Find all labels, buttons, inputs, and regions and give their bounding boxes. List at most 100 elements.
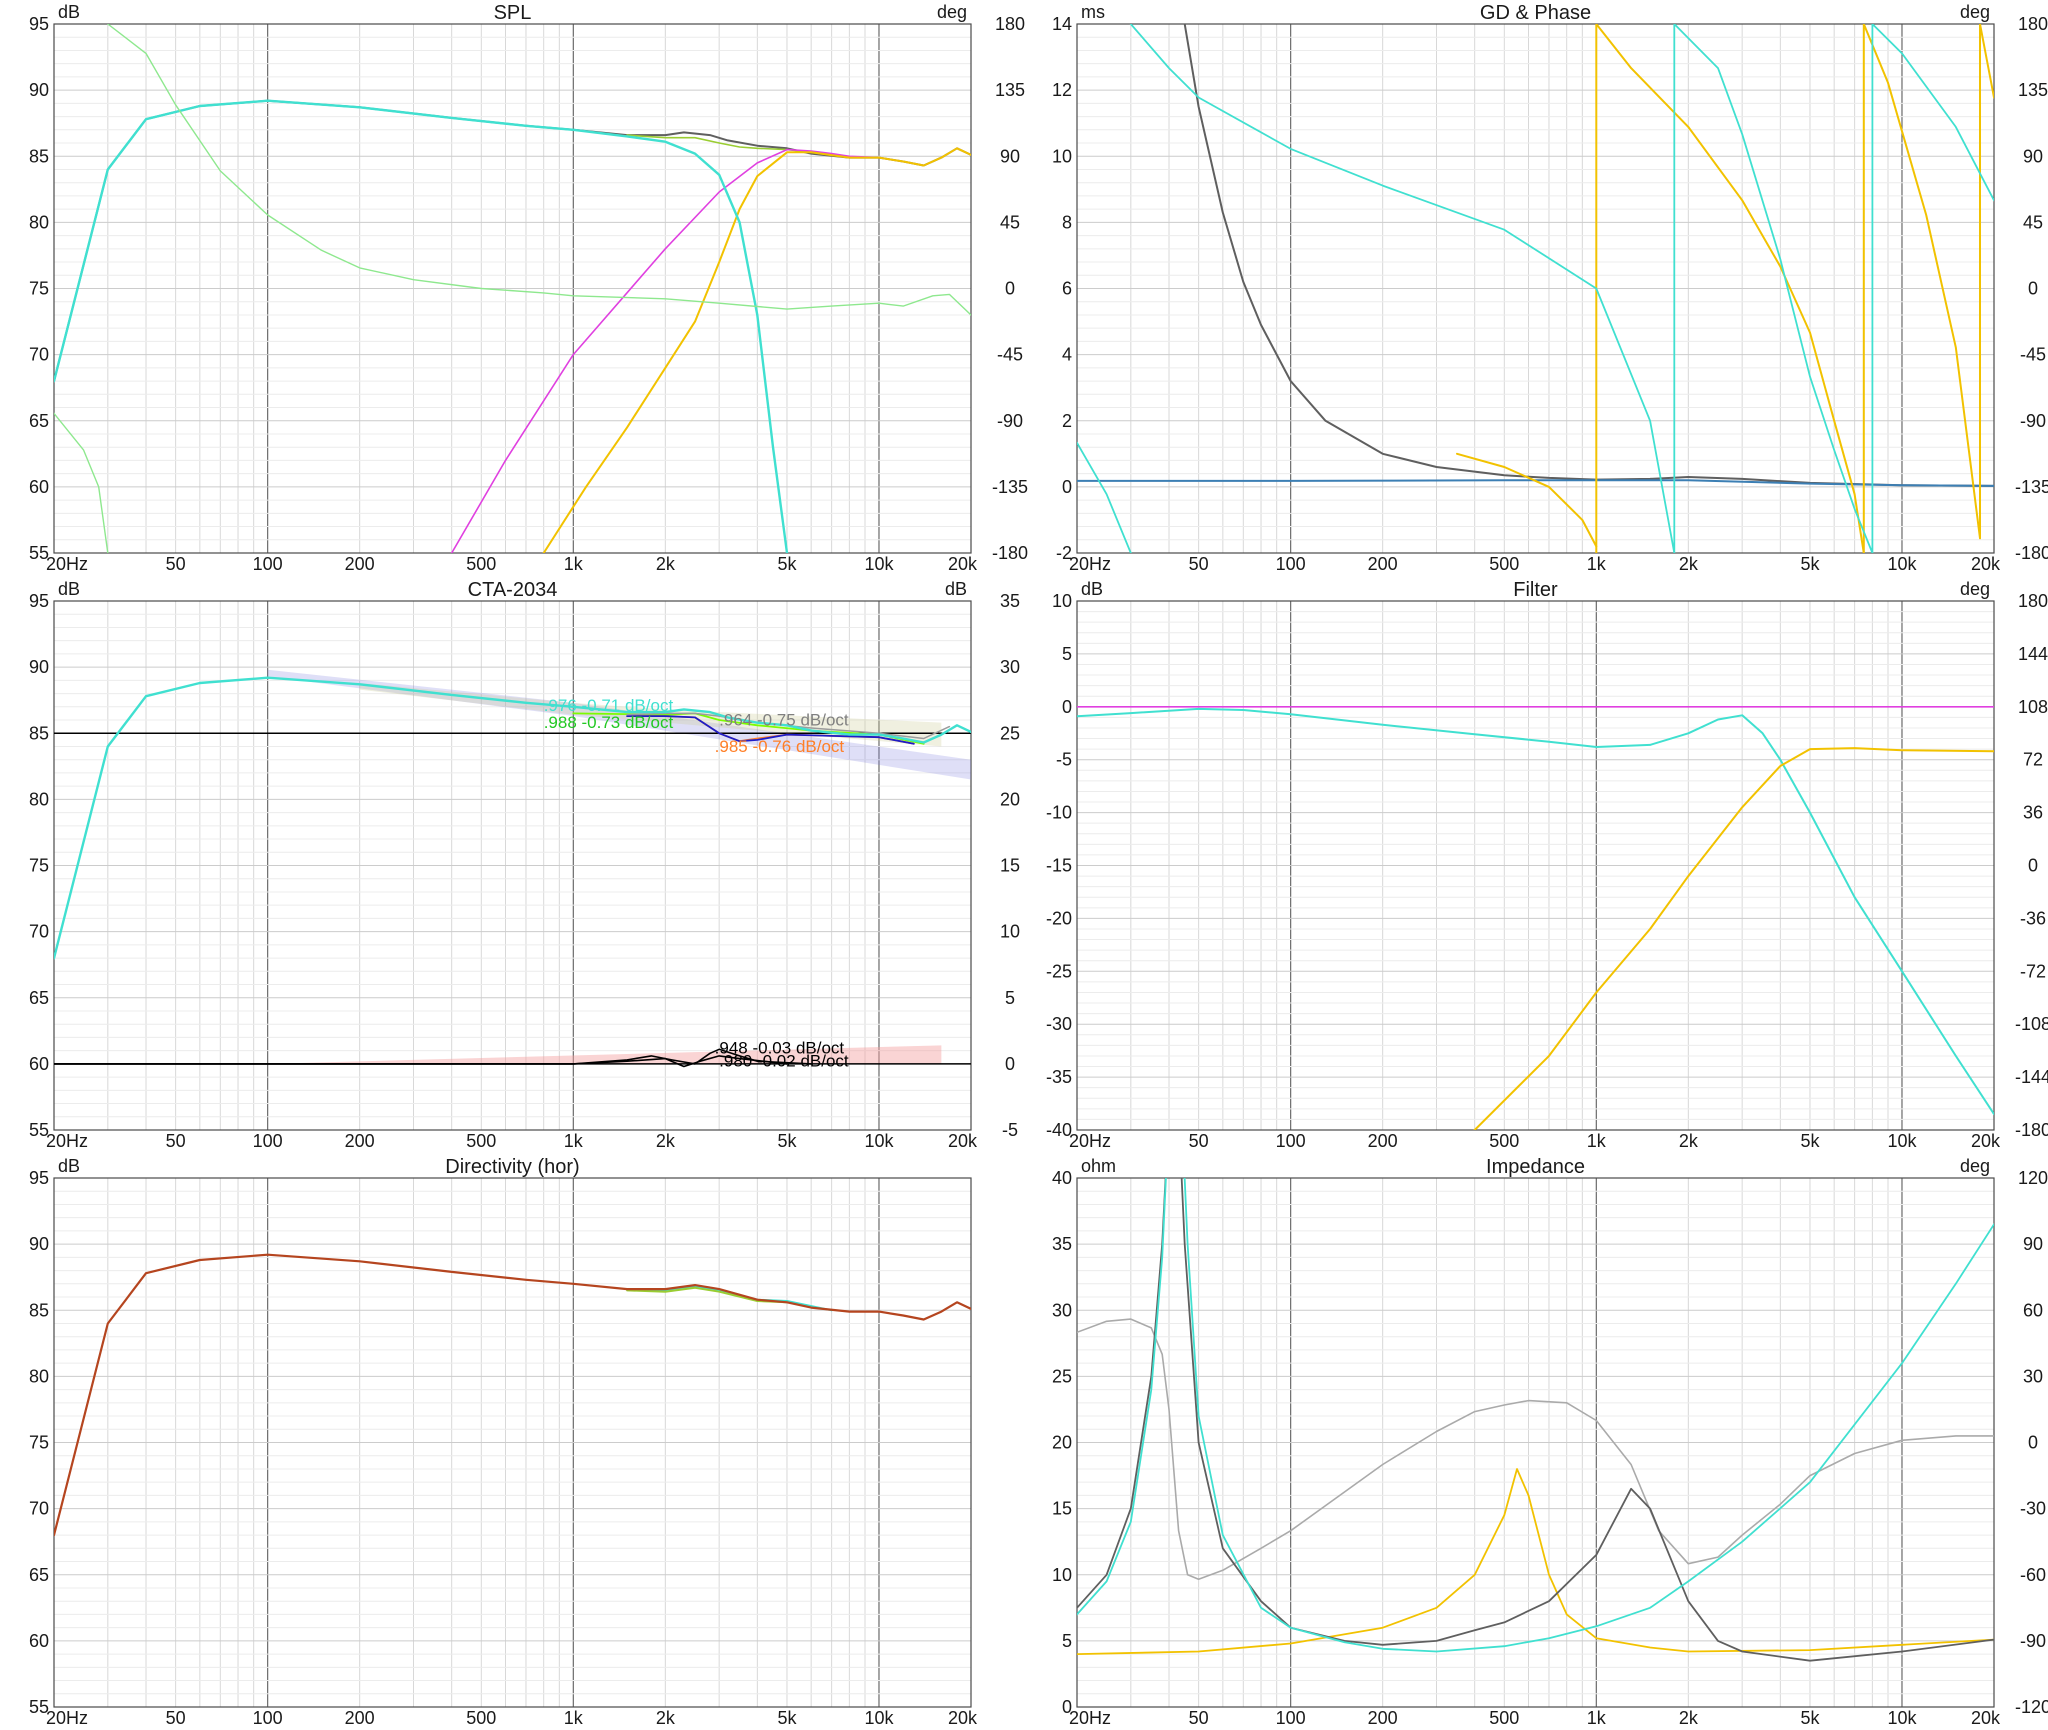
y2-tick-label: 0	[2028, 856, 2038, 876]
y2-tick-label: -90	[2020, 411, 2046, 431]
y2-tick-label: 45	[2023, 212, 2043, 232]
x-tick-label: 1k	[564, 554, 584, 574]
y-tick-label: 75	[29, 856, 49, 876]
series-line-6	[1979, 24, 1994, 540]
y-tick-label: 65	[29, 1565, 49, 1585]
y2-tick-label: 0	[2028, 1433, 2038, 1453]
x-tick-label: 10k	[1887, 554, 1917, 574]
grid	[53, 1178, 972, 1707]
x-tick-label: 200	[1368, 554, 1398, 574]
plot-frame	[1076, 23, 1995, 554]
y-tick-label: 0	[1062, 477, 1072, 497]
y2-tick-label: -5	[1002, 1120, 1018, 1140]
y-tick-label: 15	[1052, 1499, 1072, 1519]
series-group	[1077, 705, 1994, 1130]
chart-title: CTA-2034	[468, 579, 558, 601]
x-tick-label: 20k	[948, 554, 978, 574]
y2-tick-label: -180	[2015, 1120, 2048, 1140]
y-tick-label: 0	[1062, 1697, 1072, 1717]
y-tick-label: 10	[1052, 591, 1072, 611]
left-axis-unit: dB	[58, 1156, 80, 1176]
y2-tick-label: 90	[2023, 1234, 2043, 1254]
x-tick-label: 20Hz	[1069, 1708, 1111, 1728]
y2-tick-label: -180	[992, 543, 1028, 563]
y-tick-label: 5	[1062, 1631, 1072, 1651]
y-tick-label: 70	[29, 922, 49, 942]
y2-tick-label: -45	[2020, 345, 2046, 365]
series-group	[54, 1253, 971, 1537]
series-line-4	[542, 147, 971, 553]
x-tick-label: 1k	[1587, 1708, 1607, 1728]
series-line-4	[1077, 1178, 1994, 1653]
y2-tick-label: 135	[995, 80, 1025, 100]
y-tick-label: 85	[29, 146, 49, 166]
chart-title: Filter	[1513, 579, 1558, 601]
y2-tick-label: 90	[2023, 146, 2043, 166]
plot-frame	[1076, 600, 1995, 1131]
left-axis-unit: ms	[1081, 2, 1105, 22]
x-tick-label: 2k	[1679, 554, 1699, 574]
x-tick-label: 10k	[864, 554, 894, 574]
y-tick-label: 80	[29, 1366, 49, 1386]
series-line-3	[1473, 747, 1994, 1130]
series-line-1	[1183, 24, 1994, 487]
y-tick-label: 0	[1062, 697, 1072, 717]
y-tick-label: 90	[29, 657, 49, 677]
y-tick-label: 65	[29, 411, 49, 431]
y-tick-label: 80	[29, 212, 49, 232]
x-tick-label: 500	[1489, 1708, 1519, 1728]
y2-tick-label: 5	[1005, 988, 1015, 1008]
y-tick-label: -20	[1046, 908, 1072, 928]
y-tick-label: 60	[29, 1631, 49, 1651]
x-tick-label: 20Hz	[46, 554, 88, 574]
y-tick-label: -10	[1046, 803, 1072, 823]
x-tick-label: 20Hz	[1069, 1131, 1111, 1151]
x-tick-label: 5k	[777, 554, 797, 574]
series-line-7	[107, 24, 971, 316]
x-tick-label: 200	[345, 554, 375, 574]
x-tick-label: 5k	[1800, 1131, 1820, 1151]
x-tick-label: 50	[166, 554, 186, 574]
right-axis-unit: deg	[937, 2, 967, 22]
y-tick-label: 30	[1052, 1300, 1072, 1320]
y2-tick-label: 180	[2018, 591, 2048, 611]
left-axis-unit: ohm	[1081, 1156, 1116, 1176]
x-tick-label: 500	[1489, 1131, 1519, 1151]
chart-panel-1: SPL dB deg 95 90 85 80 75 70 65 60 55 180 135 90 45 0 -45…	[29, 2, 1028, 574]
trend-annotation: .985 -0.76 dB/oct	[715, 737, 845, 756]
y2-tick-label: -90	[2020, 1631, 2046, 1651]
y-tick-label: 60	[29, 477, 49, 497]
x-tick-label: 1k	[564, 1708, 584, 1728]
series-line-3	[1456, 452, 1598, 548]
y-tick-label: 80	[29, 789, 49, 809]
grid	[1076, 24, 1995, 553]
x-tick-label: 500	[466, 554, 496, 574]
y2-tick-label: 72	[2023, 750, 2043, 770]
y2-tick-label: -135	[992, 477, 1028, 497]
y-tick-label: 70	[29, 1499, 49, 1519]
trend-annotation: .988 -0.73 dB/oct	[544, 713, 674, 732]
y2-tick-label: 20	[1000, 789, 1020, 809]
x-tick-label: 100	[1276, 1708, 1306, 1728]
right-axis-unit: deg	[1960, 1156, 1990, 1176]
series-line-9	[1673, 24, 1874, 553]
y2-tick-label: 0	[1005, 1054, 1015, 1074]
y-tick-label: 40	[1052, 1168, 1072, 1188]
y2-tick-label: -45	[997, 345, 1023, 365]
x-tick-label: 200	[1368, 1131, 1398, 1151]
y2-tick-label: 10	[1000, 922, 1020, 942]
x-tick-label: 20k	[948, 1708, 978, 1728]
series-group	[54, 24, 971, 553]
x-tick-label: 50	[166, 1708, 186, 1728]
y-tick-label: 8	[1062, 212, 1072, 232]
series-line-1	[1077, 1318, 1994, 1580]
y-tick-label: 95	[29, 14, 49, 34]
x-tick-label: 10k	[864, 1131, 894, 1151]
x-tick-label: 100	[1276, 554, 1306, 574]
y2-tick-label: 120	[2018, 1168, 2048, 1188]
y2-tick-label: 0	[1005, 279, 1015, 299]
series-line-2	[1077, 1468, 1994, 1655]
series-line-3	[54, 1253, 971, 1537]
right-axis-unit: deg	[1960, 2, 1990, 22]
y-tick-label: 85	[29, 723, 49, 743]
